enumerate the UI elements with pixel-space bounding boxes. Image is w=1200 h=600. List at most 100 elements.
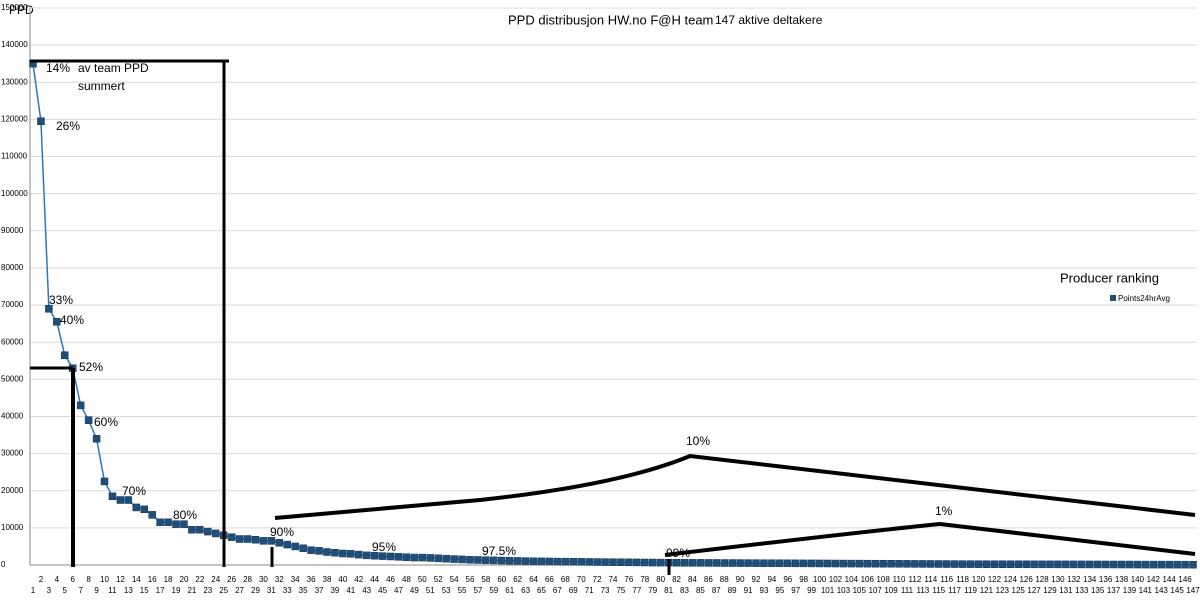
y-tick-label: 150000 bbox=[1, 3, 28, 12]
data-point bbox=[172, 520, 180, 528]
data-point bbox=[61, 351, 69, 359]
y-tick-label: 40000 bbox=[1, 412, 24, 421]
data-point bbox=[291, 542, 299, 551]
data-point bbox=[974, 560, 983, 568]
data-point bbox=[490, 556, 498, 565]
x-tick-label: 55 bbox=[458, 586, 467, 595]
x-tick-label: 31 bbox=[267, 586, 276, 595]
x-tick-label: 138 bbox=[1115, 575, 1129, 584]
data-point bbox=[410, 553, 419, 562]
y-axis-label: PPD bbox=[9, 3, 34, 17]
data-point bbox=[1030, 560, 1038, 569]
x-tick-label: 103 bbox=[837, 586, 851, 595]
annotation: 70% bbox=[122, 484, 146, 498]
data-point bbox=[935, 560, 943, 568]
data-point bbox=[1149, 560, 1158, 569]
x-tick-label: 109 bbox=[884, 586, 898, 595]
data-point bbox=[990, 560, 999, 568]
data-point bbox=[211, 529, 220, 538]
data-point bbox=[553, 557, 562, 566]
x-tick-label: 11 bbox=[108, 586, 117, 595]
data-point bbox=[839, 559, 848, 568]
data-point bbox=[641, 558, 649, 567]
data-point bbox=[140, 505, 148, 514]
x-tick-label: 127 bbox=[1027, 586, 1041, 595]
data-point bbox=[1157, 560, 1165, 569]
x-tick-label: 125 bbox=[1012, 586, 1026, 595]
data-point bbox=[847, 559, 856, 568]
x-tick-label: 46 bbox=[386, 575, 395, 584]
x-tick-label: 20 bbox=[180, 575, 189, 584]
x-tick-label: 101 bbox=[821, 586, 835, 595]
data-point bbox=[132, 503, 141, 512]
data-point bbox=[768, 559, 776, 567]
x-tick-label: 32 bbox=[275, 575, 284, 584]
x-tick-label: 105 bbox=[853, 586, 867, 595]
data-point bbox=[696, 559, 705, 567]
data-point bbox=[919, 560, 927, 568]
annotation: 33% bbox=[49, 293, 73, 307]
data-point bbox=[355, 550, 363, 559]
annotation: 40% bbox=[60, 313, 84, 327]
data-point bbox=[720, 559, 728, 567]
data-point bbox=[1078, 560, 1086, 569]
x-tick-label: 56 bbox=[466, 575, 475, 584]
annotation: 14% bbox=[46, 61, 70, 75]
x-tick-label: 129 bbox=[1043, 586, 1057, 595]
data-point bbox=[799, 559, 808, 568]
x-tick-label: 71 bbox=[585, 586, 594, 595]
data-point bbox=[895, 560, 903, 568]
x-tick-label: 19 bbox=[172, 586, 181, 595]
data-point bbox=[243, 535, 252, 543]
data-point bbox=[84, 416, 93, 424]
data-point bbox=[879, 559, 887, 568]
data-point bbox=[164, 518, 172, 527]
data-point bbox=[227, 533, 236, 541]
x-tick-label: 132 bbox=[1067, 575, 1081, 584]
x-tick-label: 88 bbox=[720, 575, 729, 584]
data-point bbox=[434, 554, 442, 563]
data-point bbox=[1038, 560, 1046, 569]
legend-marker bbox=[1110, 295, 1116, 301]
x-tick-label: 34 bbox=[291, 575, 300, 584]
data-point bbox=[251, 535, 260, 544]
x-tick-label: 136 bbox=[1099, 575, 1113, 584]
x-tick-label: 3 bbox=[47, 586, 52, 595]
x-tick-label: 94 bbox=[767, 575, 776, 584]
x-tick-label: 93 bbox=[760, 586, 769, 595]
x-tick-label: 97 bbox=[791, 586, 800, 595]
data-point bbox=[1173, 560, 1181, 569]
x-tick-label: 86 bbox=[704, 575, 713, 584]
annotation-shapes bbox=[30, 59, 1196, 575]
data-point bbox=[37, 117, 45, 126]
x-tick-label: 15 bbox=[140, 586, 149, 595]
data-point bbox=[855, 559, 864, 568]
x-tick-label: 9 bbox=[94, 586, 99, 595]
x-tick-label: 114 bbox=[924, 575, 937, 584]
x-tick-label: 124 bbox=[1004, 575, 1018, 584]
x-tick-label: 137 bbox=[1107, 586, 1121, 595]
x-tick-label: 134 bbox=[1083, 575, 1097, 584]
data-point bbox=[1189, 560, 1197, 569]
x-tick-label: 80 bbox=[656, 575, 665, 584]
x-tick-label: 18 bbox=[164, 575, 173, 584]
data-point bbox=[188, 525, 196, 534]
y-tick-label: 140000 bbox=[1, 40, 28, 49]
x-tick-label: 110 bbox=[893, 575, 906, 584]
data-point bbox=[982, 560, 991, 568]
x-tick-label: 25 bbox=[219, 586, 228, 595]
data-point bbox=[736, 559, 744, 567]
data-point bbox=[505, 556, 514, 565]
x-tick-label: 38 bbox=[323, 575, 332, 584]
x-tick-label: 117 bbox=[948, 586, 961, 595]
x-tick-label: 7 bbox=[78, 586, 83, 595]
x-tick-label: 12 bbox=[116, 575, 125, 584]
data-point bbox=[712, 559, 721, 567]
data-point bbox=[998, 560, 1007, 568]
x-tick-label: 6 bbox=[70, 575, 75, 584]
data-point bbox=[474, 556, 482, 564]
x-tick-label: 140 bbox=[1131, 575, 1145, 584]
x-tick-label: 45 bbox=[378, 586, 387, 595]
data-point bbox=[950, 560, 959, 568]
